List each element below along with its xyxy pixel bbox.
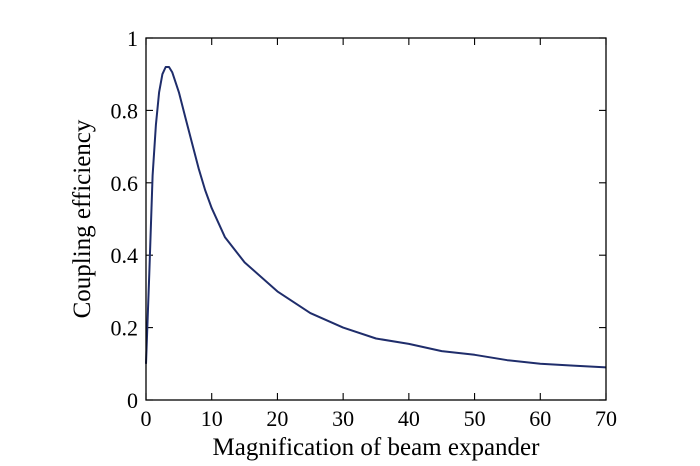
tick-labels: 0 10 20 30 40 50 60 70 0 0.2 0.4 0.6 0.8 1	[111, 26, 618, 431]
x-tick-label: 60	[529, 406, 551, 431]
x-tick-label: 0	[141, 406, 152, 431]
x-tick-label: 30	[332, 406, 354, 431]
y-tick-label: 0.6	[111, 171, 139, 196]
y-tick-label: 0.2	[111, 316, 139, 341]
x-tick-label: 70	[595, 406, 617, 431]
x-tick-label: 50	[464, 406, 486, 431]
plot-frame	[145, 37, 607, 401]
y-tick-label: 1	[127, 26, 138, 51]
data-series	[145, 66, 607, 369]
y-tick-label: 0.4	[111, 243, 139, 268]
tick-marks	[145, 37, 607, 401]
y-axis-label: Coupling efficiency	[69, 119, 96, 318]
x-tick-label: 10	[201, 406, 223, 431]
x-axis-label: Magnification of beam expander	[213, 434, 541, 461]
x-tick-label: 40	[398, 406, 420, 431]
y-tick-label: 0	[127, 388, 138, 413]
x-tick-label: 20	[266, 406, 288, 431]
y-tick-label: 0.8	[111, 98, 139, 123]
efficiency-curve	[145, 66, 607, 369]
